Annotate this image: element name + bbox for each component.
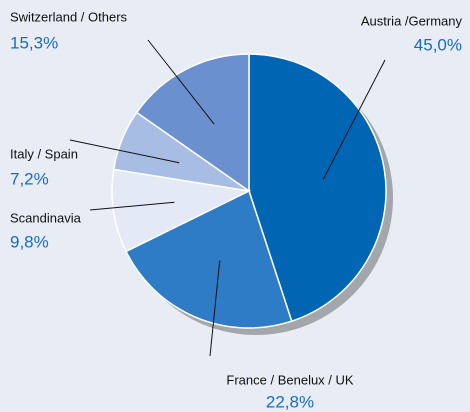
value-label: 22,8% [266,392,314,411]
category-label: Austria /Germany [361,13,463,28]
labels: Austria /Germany 45,0% France / Benelux / … [10,9,462,411]
value-label: 9,8% [10,232,49,251]
leader-line [209,260,221,357]
category-label: Scandinavia [10,210,82,225]
value-label: 45,0% [414,35,462,54]
slices [111,53,387,329]
pie-slice [248,53,387,323]
pie-slice [135,53,250,193]
value-label: 7,2% [10,169,49,188]
leader-line [322,59,386,180]
pie-slice [111,168,252,253]
category-label: Italy / Spain [10,146,78,161]
pie-slice [125,189,293,329]
leader-line [89,201,175,211]
value-label: 15,3% [10,33,58,52]
leader-line [69,139,180,164]
category-label: France / Benelux / UK [226,372,353,387]
leader-line [147,39,215,125]
category-label: Switzerland / Others [10,9,128,24]
